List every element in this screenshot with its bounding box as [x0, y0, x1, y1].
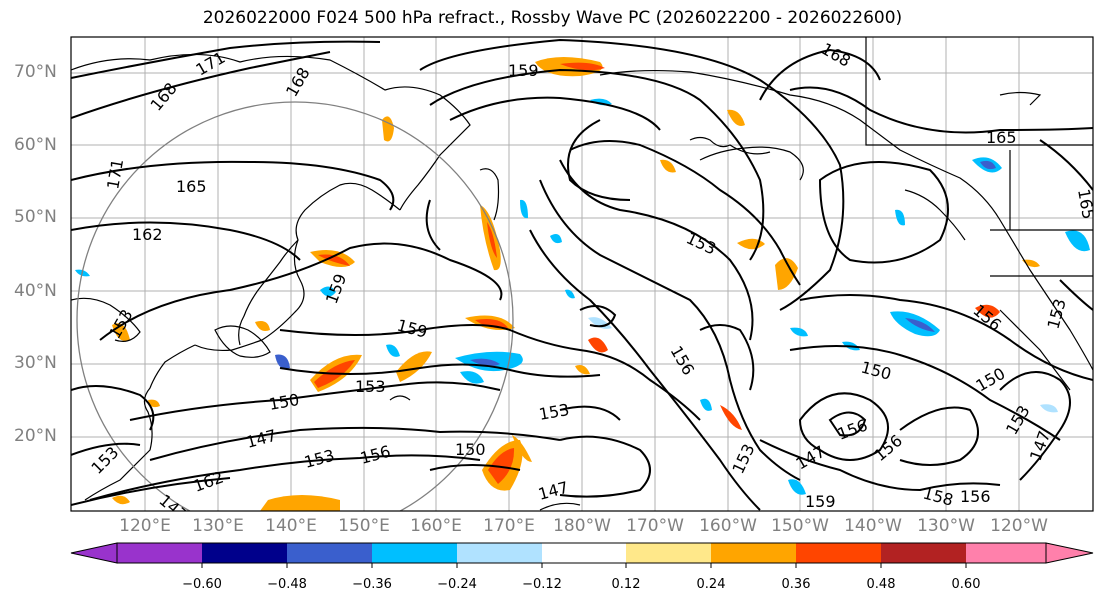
colorbar-bin: [626, 543, 711, 563]
contour-label: 162: [191, 467, 226, 495]
colorbar-tick-label: −0.12: [522, 577, 562, 592]
lat-label: 40°N: [14, 281, 57, 301]
colorbar-bin: [287, 543, 372, 563]
colorbar-frame: [116, 542, 1047, 564]
map-plot-area: 171 168 168 159 168 165 171 165 162 159 …: [71, 37, 1098, 511]
colorbar-bin: [372, 543, 457, 563]
lon-label: 140°W: [844, 516, 902, 536]
map-title: 2026022000 F024 500 hPa refract., Rossby…: [202, 8, 903, 28]
lat-label: 50°N: [14, 207, 57, 227]
contour-label: 147: [793, 442, 829, 474]
colorbar-bin: [711, 543, 796, 563]
contour-label: 168: [282, 64, 314, 100]
colorbar-tick-label: 0.24: [696, 577, 726, 592]
lon-label: 160°E: [410, 516, 462, 536]
lon-label: 150°E: [338, 516, 390, 536]
colorbar-lower-extend: [70, 542, 118, 564]
lon-label: 130°W: [917, 516, 975, 536]
contour-label: 165: [176, 177, 207, 196]
contour-label: 153: [728, 441, 758, 477]
contour-label: 153: [355, 377, 386, 396]
contour-label: 159: [395, 316, 429, 342]
contour-label: 159: [322, 271, 350, 306]
lon-label: 170°E: [483, 516, 535, 536]
colorbar-bin: [881, 543, 966, 563]
contour-label: 153: [1044, 297, 1070, 331]
colorbar-tick-label: 0.36: [781, 577, 811, 592]
height-contours: [71, 38, 1093, 511]
contour-label: 156: [358, 442, 392, 468]
contour-label: 147: [536, 478, 570, 504]
contour-label: 147: [1026, 428, 1054, 463]
contour-label: 158: [921, 484, 955, 510]
lat-label: 30°N: [14, 353, 57, 373]
colorbar-upper-extend: [1045, 542, 1094, 564]
contour-label: 165: [986, 128, 1017, 147]
lon-label: 120°E: [119, 516, 171, 536]
colorbar-tick-label: 0.12: [611, 577, 641, 592]
lon-label: 160°W: [699, 516, 757, 536]
contour-label: 165: [1074, 187, 1098, 220]
rossby-wave-reference-circle: [76, 101, 514, 511]
contour-label: 153: [302, 446, 336, 472]
lon-label: 120°W: [990, 516, 1048, 536]
lon-label: 180°W: [553, 516, 611, 536]
contour-label: 147: [244, 426, 278, 452]
colorbar-bin: [966, 543, 1046, 563]
lon-label: 150°W: [771, 516, 829, 536]
colorbar-tick-label: 0.60: [951, 577, 981, 592]
colorbar-bin: [542, 543, 626, 563]
lat-label: 70°N: [14, 62, 57, 82]
contour-label: 156: [667, 343, 699, 379]
contour-label: 168: [147, 79, 181, 115]
colorbar: [70, 542, 1094, 568]
contour-label: 156: [835, 415, 870, 443]
lon-label: 170°W: [626, 516, 684, 536]
contour-label: 159: [508, 61, 539, 80]
colorbar-bin: [796, 543, 881, 563]
colorbar-tick-label: 0.48: [866, 577, 896, 592]
contour-label: 153: [683, 228, 719, 258]
colorbar-tick-label: −0.60: [182, 577, 222, 592]
colorbar-bin: [457, 543, 542, 563]
lat-label: 20°N: [14, 426, 57, 446]
contour-label: 153: [537, 400, 570, 424]
contour-label: 153: [105, 306, 137, 342]
lon-label: 140°E: [265, 516, 317, 536]
contour-label: 162: [132, 225, 163, 244]
graticule: [71, 37, 1093, 511]
contour-label: 150: [455, 440, 486, 459]
colorbar-tick-label: −0.48: [267, 577, 307, 592]
coastlines: [71, 37, 1093, 511]
map-frame: [70, 36, 1094, 512]
colorbar-tick-label: −0.36: [352, 577, 392, 592]
contour-label: 150: [267, 390, 300, 414]
contour-label: 156: [969, 301, 1005, 335]
contour-label: 156: [960, 487, 991, 506]
lat-label: 60°N: [14, 135, 57, 155]
contour-label: 159: [805, 492, 836, 511]
colorbar-tick-label: −0.24: [437, 577, 477, 592]
colorbar-bin: [202, 543, 287, 563]
contour-label: 168: [818, 39, 854, 71]
contour-label: 150: [859, 358, 893, 384]
lon-label: 130°E: [192, 516, 244, 536]
colorbar-bin: [117, 543, 202, 563]
